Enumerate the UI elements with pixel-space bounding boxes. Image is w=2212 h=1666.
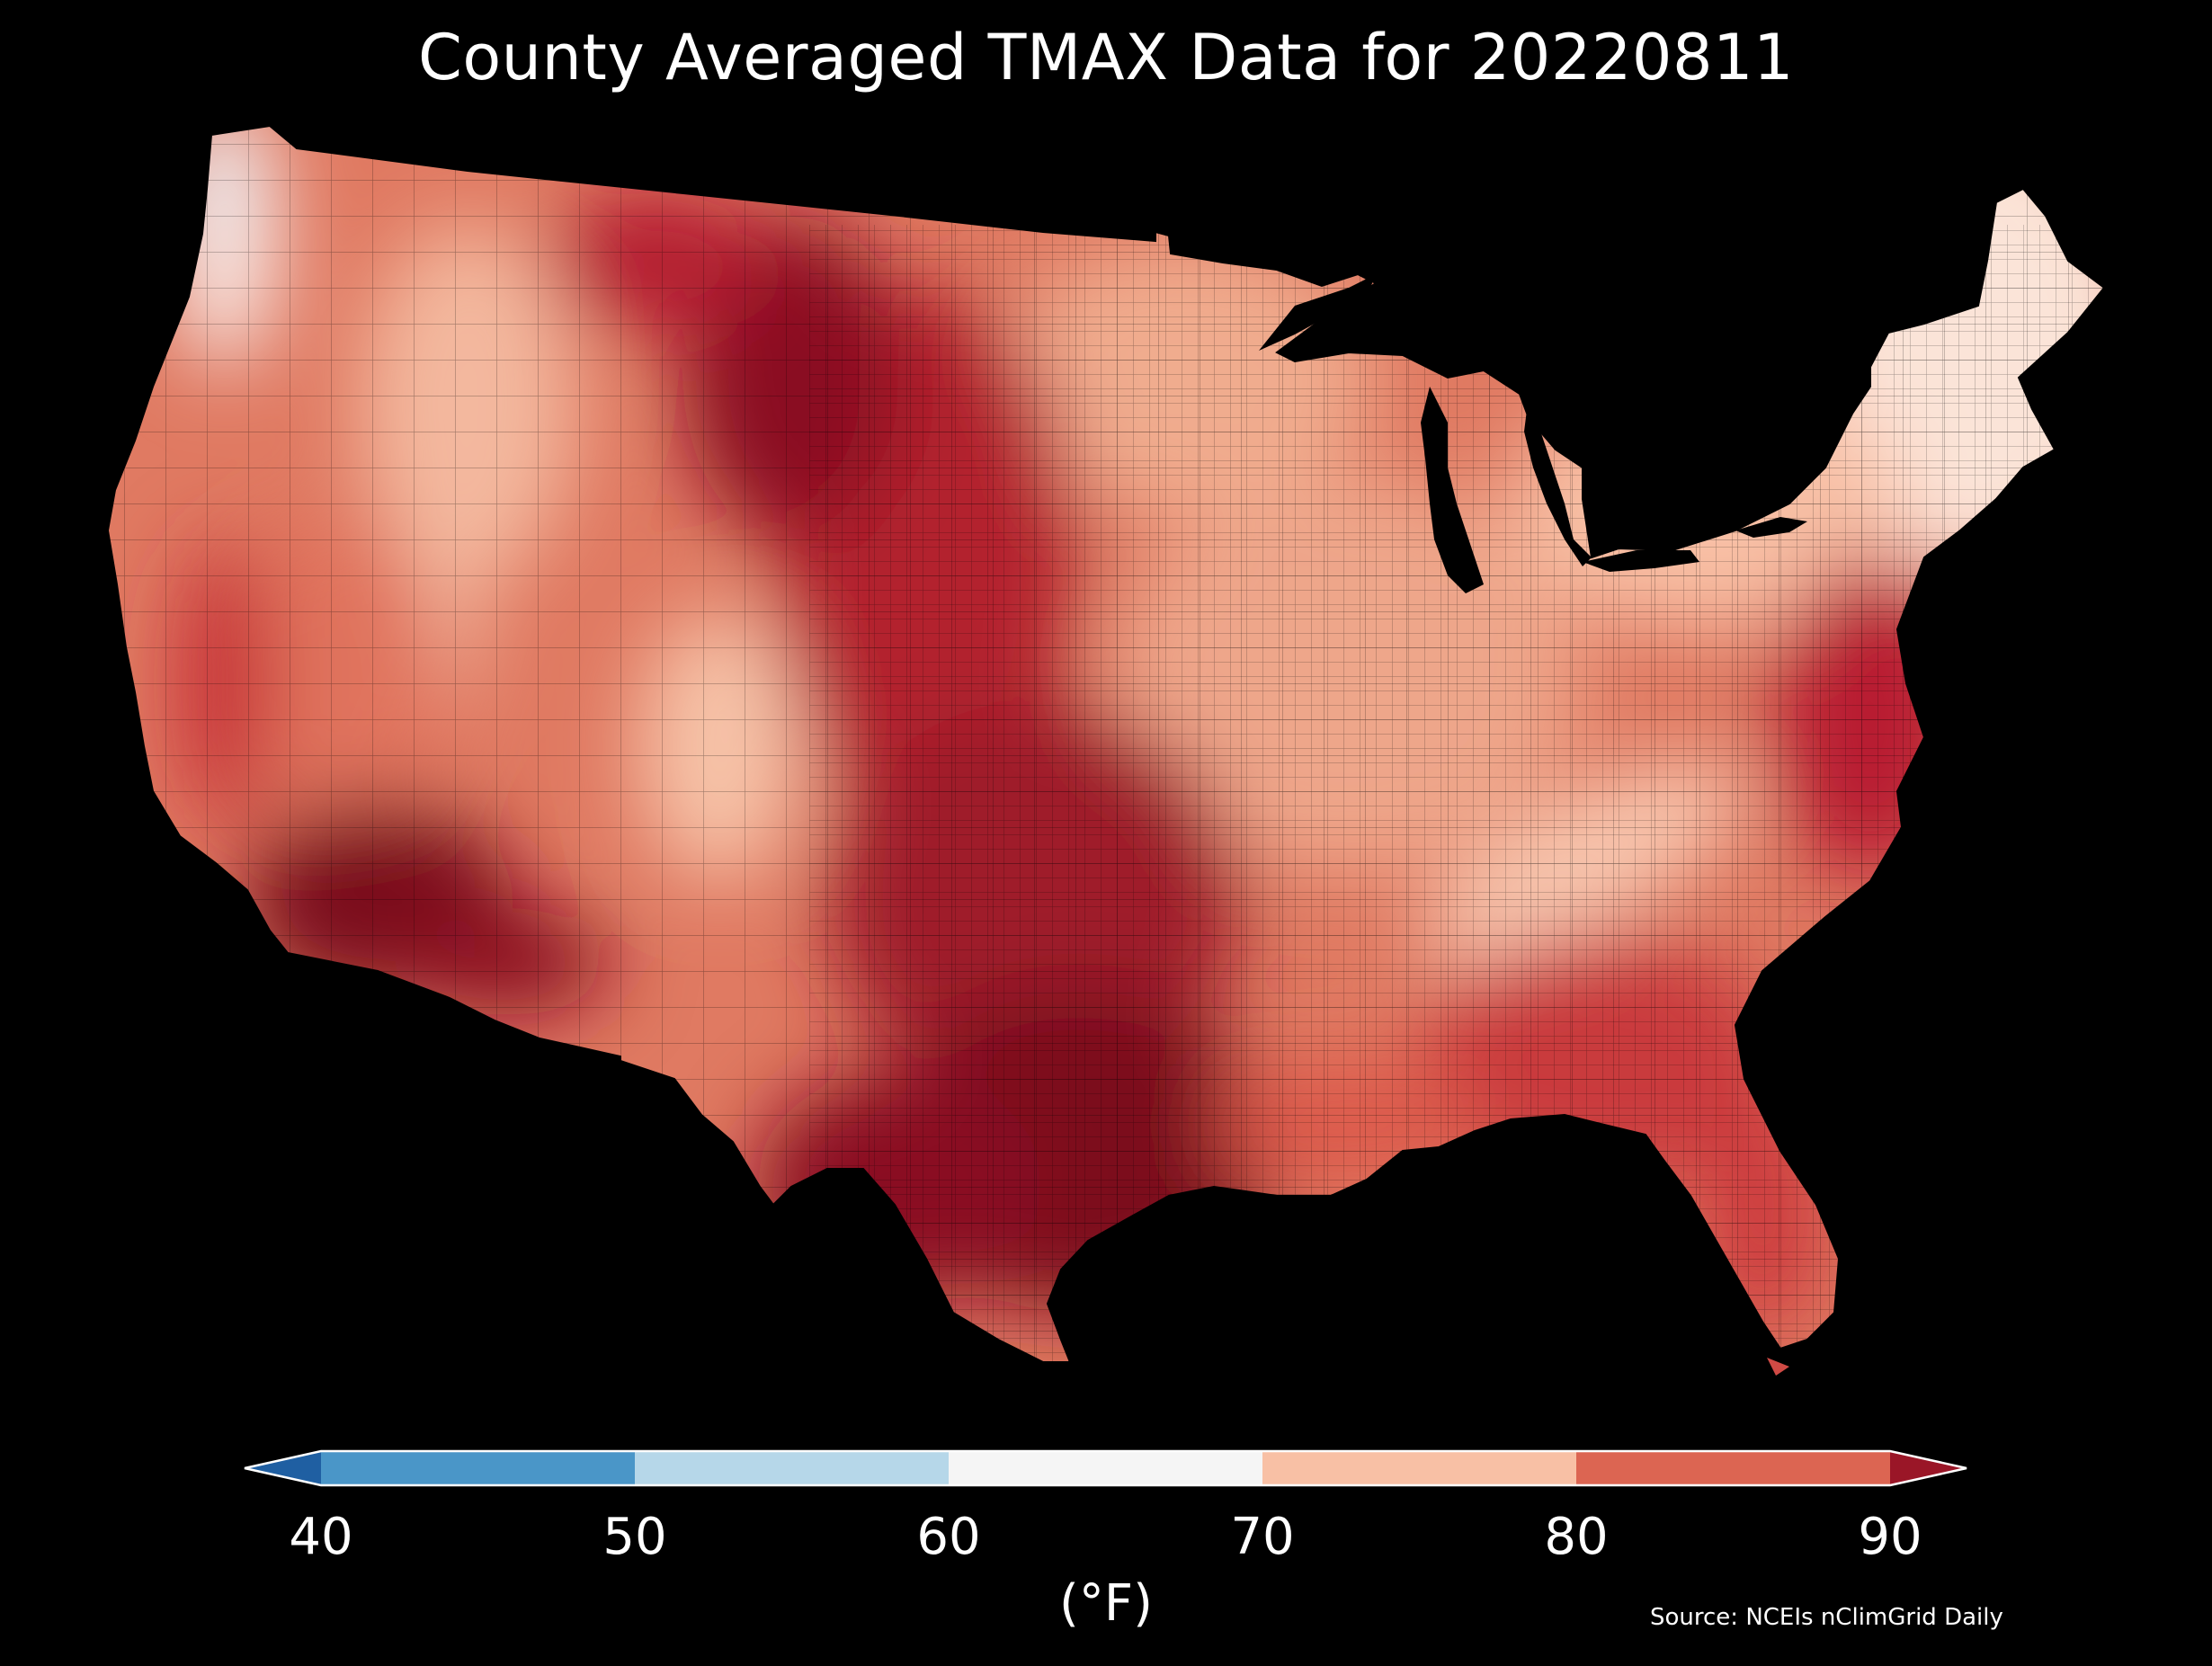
map-fill (108, 126, 2104, 1362)
colorbar-segment (1576, 1451, 1890, 1485)
colorbar-tick: 90 (1858, 1508, 1922, 1566)
colorbar-segment (245, 1451, 321, 1485)
colorbar-segment (635, 1451, 949, 1485)
colorbar (0, 1439, 2212, 1546)
colorbar-tick: 70 (1230, 1508, 1295, 1566)
colorbar-svg (244, 1449, 1967, 1487)
source-credit: Source: NCEIs nClimGrid Daily (1650, 1604, 2003, 1631)
map-svg (106, 124, 2106, 1376)
colorbar-tick: 40 (289, 1508, 353, 1566)
florida-keys (1767, 1358, 1789, 1376)
colorbar-segment (949, 1451, 1262, 1485)
colorbar-segment (1890, 1451, 1967, 1485)
colorbar-tick: 80 (1544, 1508, 1609, 1566)
colorbar-tick: 50 (602, 1508, 667, 1566)
conus-county-map (106, 124, 2106, 1376)
colorbar-unit-label: (°F) (1059, 1574, 1153, 1633)
colorbar-tick: 60 (916, 1508, 981, 1566)
colorbar-segment (1262, 1451, 1576, 1485)
chart-title: County Averaged TMAX Data for 20220811 (417, 21, 1795, 94)
great-lakes (1259, 274, 1807, 593)
colorbar-segment (321, 1451, 635, 1485)
conus-outline (106, 124, 2106, 1363)
